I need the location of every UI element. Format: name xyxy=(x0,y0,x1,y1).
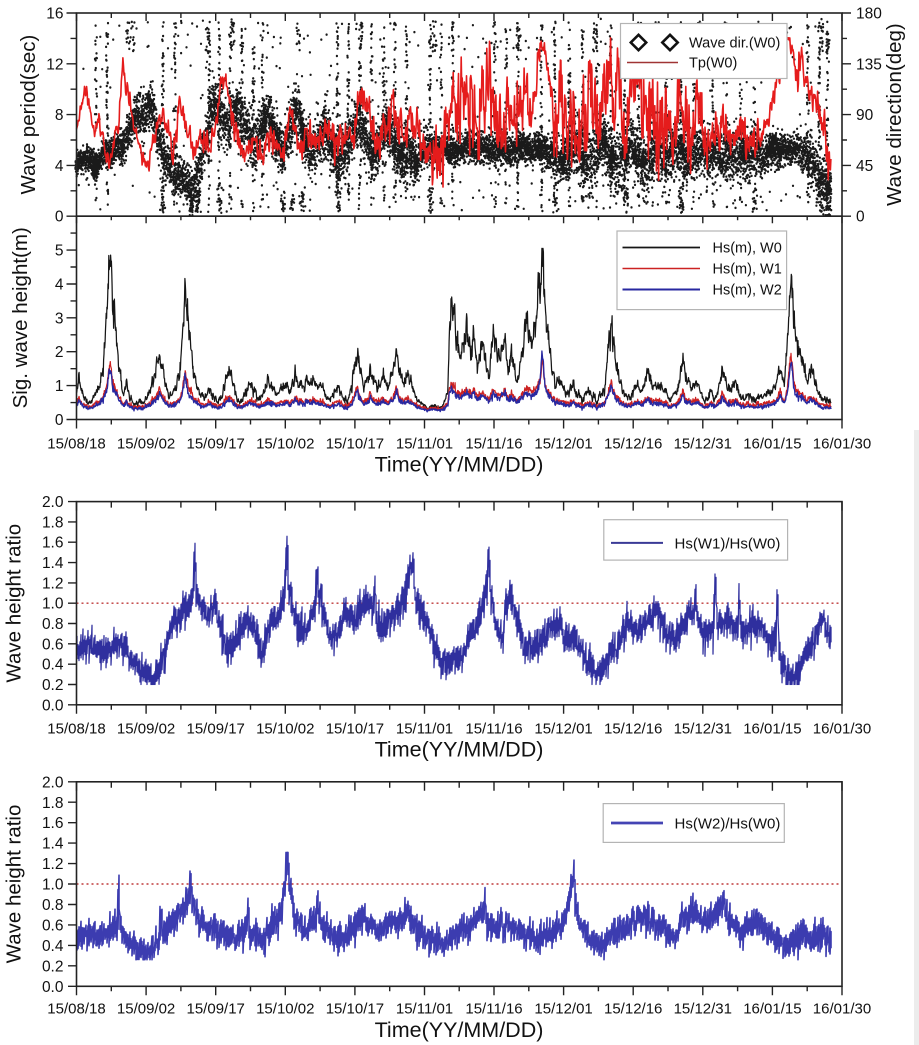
svg-text:15/09/17: 15/09/17 xyxy=(187,1001,245,1018)
svg-text:8: 8 xyxy=(55,107,64,124)
svg-text:15/08/18: 15/08/18 xyxy=(47,721,105,738)
svg-text:1.2: 1.2 xyxy=(42,856,64,873)
svg-text:16/01/15: 16/01/15 xyxy=(743,721,801,738)
svg-text:Wave dir.(W0): Wave dir.(W0) xyxy=(689,36,780,52)
svg-text:Hs(W2)/Hs(W0): Hs(W2)/Hs(W0) xyxy=(675,816,781,833)
svg-text:45: 45 xyxy=(856,158,873,175)
svg-text:1.4: 1.4 xyxy=(42,555,64,572)
svg-text:5: 5 xyxy=(55,243,64,260)
svg-text:0: 0 xyxy=(856,209,865,226)
svg-text:16/01/30: 16/01/30 xyxy=(813,1001,871,1018)
svg-text:Time(YY/MM/DD): Time(YY/MM/DD) xyxy=(375,738,544,762)
svg-text:1.8: 1.8 xyxy=(42,795,64,812)
svg-text:Wave period(sec): Wave period(sec) xyxy=(17,35,40,195)
svg-text:Time(YY/MM/DD): Time(YY/MM/DD) xyxy=(375,1018,544,1042)
svg-text:Hs(W1)/Hs(W0): Hs(W1)/Hs(W0) xyxy=(675,535,781,552)
svg-text:15/12/16: 15/12/16 xyxy=(604,1001,662,1018)
svg-text:Hs(m), W1: Hs(m), W1 xyxy=(713,262,782,278)
svg-text:0.8: 0.8 xyxy=(42,616,64,633)
svg-text:15/11/16: 15/11/16 xyxy=(465,1001,522,1018)
svg-text:15/10/17: 15/10/17 xyxy=(326,436,384,453)
svg-text:15/12/01: 15/12/01 xyxy=(534,721,592,738)
svg-text:15/12/16: 15/12/16 xyxy=(604,436,662,453)
svg-text:Hs(m), W0: Hs(m), W0 xyxy=(713,241,782,257)
svg-text:15/11/16: 15/11/16 xyxy=(465,721,522,738)
svg-text:15/08/18: 15/08/18 xyxy=(47,1001,105,1018)
svg-text:4: 4 xyxy=(55,277,64,294)
svg-text:135: 135 xyxy=(856,56,882,73)
svg-text:15/10/02: 15/10/02 xyxy=(256,721,314,738)
svg-text:1.0: 1.0 xyxy=(42,877,64,894)
svg-text:15/09/17: 15/09/17 xyxy=(187,436,245,453)
svg-text:15/12/31: 15/12/31 xyxy=(674,721,732,738)
svg-text:15/10/17: 15/10/17 xyxy=(326,721,384,738)
svg-text:0: 0 xyxy=(55,209,64,226)
svg-text:1.4: 1.4 xyxy=(42,836,64,853)
svg-text:Time(YY/MM/DD): Time(YY/MM/DD) xyxy=(375,453,544,477)
svg-text:4: 4 xyxy=(55,158,64,175)
svg-text:12: 12 xyxy=(46,56,63,73)
svg-text:15/12/31: 15/12/31 xyxy=(674,436,732,453)
svg-text:15/11/01: 15/11/01 xyxy=(396,721,453,738)
svg-text:15/12/01: 15/12/01 xyxy=(534,1001,592,1018)
svg-text:Hs(m), W2: Hs(m), W2 xyxy=(713,283,782,299)
svg-text:0.8: 0.8 xyxy=(42,897,64,914)
svg-text:15/11/01: 15/11/01 xyxy=(396,1001,453,1018)
svg-text:0: 0 xyxy=(55,412,64,429)
svg-text:0.0: 0.0 xyxy=(42,697,64,714)
svg-text:16: 16 xyxy=(46,6,63,23)
svg-text:Wave direction(deg): Wave direction(deg) xyxy=(883,23,906,206)
svg-text:1.2: 1.2 xyxy=(42,575,64,592)
svg-text:15/09/02: 15/09/02 xyxy=(117,721,175,738)
svg-text:0.2: 0.2 xyxy=(42,677,64,694)
svg-text:1.6: 1.6 xyxy=(42,815,64,832)
svg-text:2: 2 xyxy=(55,344,64,361)
svg-text:15/09/17: 15/09/17 xyxy=(187,721,245,738)
svg-text:Wave height ratio: Wave height ratio xyxy=(3,805,26,964)
svg-text:Wave height ratio: Wave height ratio xyxy=(3,524,26,683)
svg-text:1.8: 1.8 xyxy=(42,514,64,531)
svg-text:16/01/15: 16/01/15 xyxy=(743,436,801,453)
svg-text:15/12/16: 15/12/16 xyxy=(604,721,662,738)
svg-text:2.0: 2.0 xyxy=(42,774,64,791)
svg-text:0.6: 0.6 xyxy=(42,636,64,653)
svg-text:16/01/15: 16/01/15 xyxy=(743,1001,801,1018)
svg-text:15/12/31: 15/12/31 xyxy=(674,1001,732,1018)
svg-text:1: 1 xyxy=(55,378,64,395)
svg-text:15/11/16: 15/11/16 xyxy=(465,436,522,453)
svg-text:0.0: 0.0 xyxy=(42,979,64,996)
svg-text:Tp(W0): Tp(W0) xyxy=(689,56,737,72)
svg-text:Sig. wave height(m): Sig. wave height(m) xyxy=(9,227,32,408)
svg-text:15/10/02: 15/10/02 xyxy=(256,436,314,453)
svg-text:15/10/17: 15/10/17 xyxy=(326,1001,384,1018)
svg-text:15/09/02: 15/09/02 xyxy=(117,1001,175,1018)
svg-text:16/01/30: 16/01/30 xyxy=(813,436,871,453)
svg-text:15/08/18: 15/08/18 xyxy=(47,436,105,453)
svg-text:15/12/01: 15/12/01 xyxy=(534,436,592,453)
svg-text:0.4: 0.4 xyxy=(42,938,64,955)
svg-text:15/10/02: 15/10/02 xyxy=(256,1001,314,1018)
svg-text:0.6: 0.6 xyxy=(42,917,64,934)
svg-text:1.6: 1.6 xyxy=(42,535,64,552)
svg-text:15/09/02: 15/09/02 xyxy=(117,436,175,453)
svg-text:0.2: 0.2 xyxy=(42,958,64,975)
svg-text:180: 180 xyxy=(856,6,882,23)
svg-text:16/01/30: 16/01/30 xyxy=(813,721,871,738)
svg-text:3: 3 xyxy=(55,310,64,327)
svg-text:0.4: 0.4 xyxy=(42,657,64,674)
svg-text:15/11/01: 15/11/01 xyxy=(396,436,453,453)
svg-text:2.0: 2.0 xyxy=(42,494,64,511)
svg-text:90: 90 xyxy=(856,107,874,124)
svg-text:1.0: 1.0 xyxy=(42,596,64,613)
